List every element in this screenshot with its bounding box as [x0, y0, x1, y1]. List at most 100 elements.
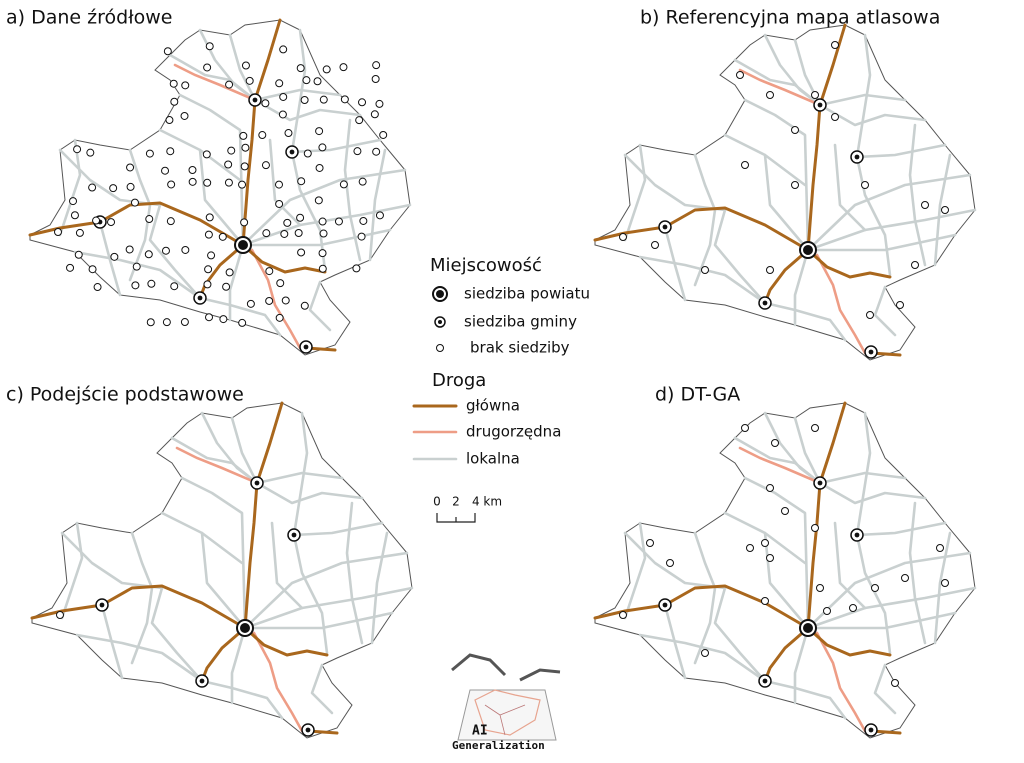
- settlement: [239, 131, 248, 140]
- settlement: [296, 64, 305, 73]
- settlement: [224, 178, 233, 187]
- settlement: [314, 196, 323, 205]
- settlement: [371, 75, 380, 84]
- settlement: [161, 166, 170, 175]
- settlement: [319, 95, 328, 104]
- settlement: [166, 147, 175, 156]
- legend-item: siedziba gminy: [464, 313, 577, 331]
- settlement: [741, 161, 749, 169]
- settlement: [761, 539, 769, 547]
- settlement: [218, 232, 227, 241]
- settlement: [791, 181, 799, 189]
- settlement: [262, 229, 271, 238]
- settlement: [941, 206, 949, 214]
- settlement: [375, 211, 384, 220]
- settlement: [766, 91, 774, 99]
- map-a: [28, 18, 412, 357]
- settlement: [170, 97, 179, 106]
- settlement: [261, 99, 270, 108]
- settlement: [771, 439, 779, 447]
- settlement: [261, 161, 270, 170]
- settlement: [279, 92, 288, 101]
- settlement: [319, 229, 328, 238]
- settlement: [941, 579, 949, 587]
- legend-item: brak siedziby: [470, 339, 570, 357]
- settlement: [831, 113, 839, 121]
- settlement: [202, 150, 211, 159]
- settlement: [701, 649, 709, 657]
- panel-title: d) DT-GA: [655, 384, 740, 406]
- scale-label: 2: [452, 495, 460, 509]
- settlement: [375, 99, 384, 108]
- settlement: [761, 597, 769, 605]
- map-d: [593, 401, 977, 740]
- panel-title: a) Dane źródłowe: [6, 7, 172, 29]
- settlement: [284, 129, 293, 138]
- settlement: [294, 228, 303, 237]
- settlement: [318, 264, 327, 273]
- settlement: [279, 45, 288, 54]
- settlement: [791, 126, 799, 134]
- settlement: [225, 80, 234, 89]
- settlement: [188, 177, 197, 186]
- settlement: [372, 61, 381, 70]
- settlement: [736, 71, 744, 79]
- settlement: [74, 250, 83, 259]
- settlement: [163, 47, 172, 56]
- settlement: [66, 263, 75, 272]
- settlement: [766, 554, 774, 562]
- legend-item: lokalna: [466, 450, 520, 468]
- settlement: [781, 507, 789, 515]
- settlement: [203, 280, 212, 289]
- settlement: [275, 199, 284, 208]
- scale-label: 0: [433, 495, 441, 509]
- settlement: [126, 163, 135, 172]
- settlement: [646, 539, 654, 547]
- settlement: [180, 318, 189, 327]
- settlement: [891, 679, 899, 687]
- settlement: [297, 177, 306, 186]
- settlement: [811, 91, 819, 99]
- legend: Miejscowość siedziba powiatu siedziba gm…: [412, 255, 590, 468]
- panel-title: c) Podejście podstawowe: [6, 384, 244, 406]
- settlement: [296, 213, 305, 222]
- settlement: [170, 282, 179, 291]
- settlement: [86, 148, 95, 157]
- settlement: [357, 232, 366, 241]
- settlement: [313, 77, 322, 86]
- map-b: [593, 23, 977, 362]
- settlement: [70, 211, 79, 220]
- settlement: [278, 110, 287, 119]
- settlement: [849, 604, 857, 612]
- settlement: [69, 197, 78, 206]
- settlement: [166, 217, 175, 226]
- settlement: [145, 215, 154, 224]
- settlement: [936, 544, 944, 552]
- settlement: [280, 229, 289, 238]
- settlement: [240, 162, 249, 171]
- settlement: [901, 574, 909, 582]
- settlement: [245, 76, 254, 85]
- settlement: [816, 584, 824, 592]
- settlement: [861, 181, 869, 189]
- settlement: [265, 267, 274, 276]
- settlement: [75, 228, 84, 237]
- settlement: [110, 252, 119, 261]
- settlement: [766, 266, 774, 274]
- settlement: [126, 182, 135, 191]
- settlement: [73, 145, 82, 154]
- settlement: [169, 79, 178, 88]
- settlement: [283, 218, 292, 227]
- settlement: [370, 110, 379, 119]
- settlement: [318, 249, 327, 258]
- settlement: [219, 315, 228, 324]
- settlement: [322, 65, 331, 74]
- settlement: [167, 180, 176, 189]
- settlement: [205, 313, 214, 322]
- settlement: [132, 262, 141, 271]
- logo-text: Generalization: [452, 739, 545, 752]
- settlement: [88, 183, 97, 192]
- scale-bar: 0 2 4 km: [433, 495, 502, 523]
- settlement: [811, 424, 819, 432]
